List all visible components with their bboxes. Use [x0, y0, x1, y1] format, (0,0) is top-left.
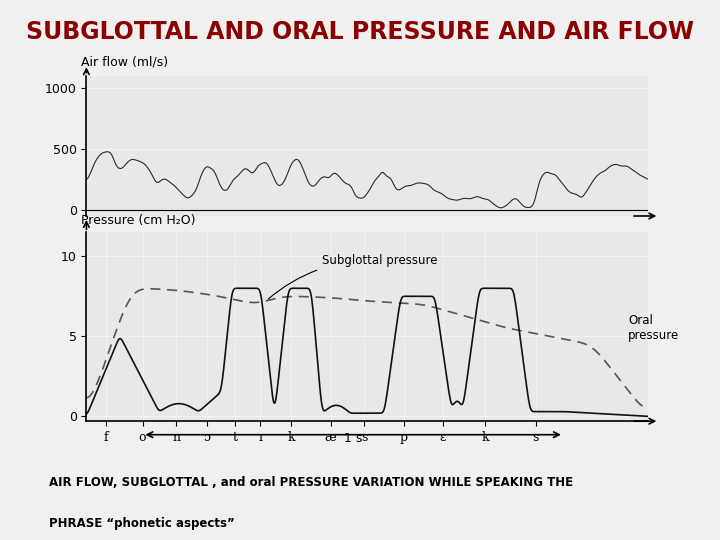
Text: 1 s: 1 s [344, 433, 362, 446]
Text: Subglottal pressure: Subglottal pressure [269, 254, 438, 299]
Text: Pressure (cm H₂O): Pressure (cm H₂O) [81, 213, 195, 227]
Text: AIR FLOW, SUBGLOTTAL , and oral PRESSURE VARIATION WHILE SPEAKING THE: AIR FLOW, SUBGLOTTAL , and oral PRESSURE… [49, 476, 573, 489]
Text: SUBGLOTTAL AND ORAL PRESSURE AND AIR FLOW: SUBGLOTTAL AND ORAL PRESSURE AND AIR FLO… [26, 21, 694, 44]
Text: PHRASE “phonetic aspects”: PHRASE “phonetic aspects” [49, 517, 235, 530]
Text: Air flow (ml/s): Air flow (ml/s) [81, 56, 168, 69]
Text: Oral
pressure: Oral pressure [629, 314, 680, 342]
